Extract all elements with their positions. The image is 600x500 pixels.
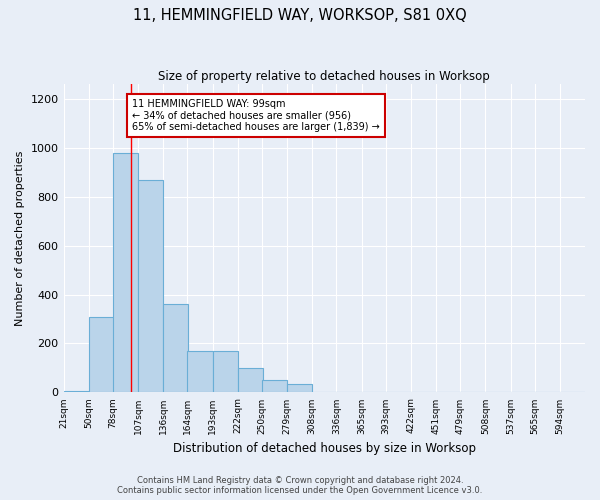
X-axis label: Distribution of detached houses by size in Worksop: Distribution of detached houses by size … — [173, 442, 476, 455]
Bar — [287, 384, 312, 392]
Bar — [89, 316, 114, 392]
Bar — [113, 152, 138, 392]
Bar — [138, 180, 163, 392]
Bar — [262, 380, 287, 392]
Y-axis label: Number of detached properties: Number of detached properties — [15, 150, 25, 326]
Bar — [187, 351, 212, 393]
Text: Contains HM Land Registry data © Crown copyright and database right 2024.
Contai: Contains HM Land Registry data © Crown c… — [118, 476, 482, 495]
Text: 11 HEMMINGFIELD WAY: 99sqm
← 34% of detached houses are smaller (956)
65% of sem: 11 HEMMINGFIELD WAY: 99sqm ← 34% of deta… — [132, 99, 380, 132]
Bar — [238, 368, 263, 392]
Bar — [64, 391, 89, 392]
Title: Size of property relative to detached houses in Worksop: Size of property relative to detached ho… — [158, 70, 490, 83]
Bar — [163, 304, 188, 392]
Text: 11, HEMMINGFIELD WAY, WORKSOP, S81 0XQ: 11, HEMMINGFIELD WAY, WORKSOP, S81 0XQ — [133, 8, 467, 22]
Bar — [212, 351, 238, 393]
